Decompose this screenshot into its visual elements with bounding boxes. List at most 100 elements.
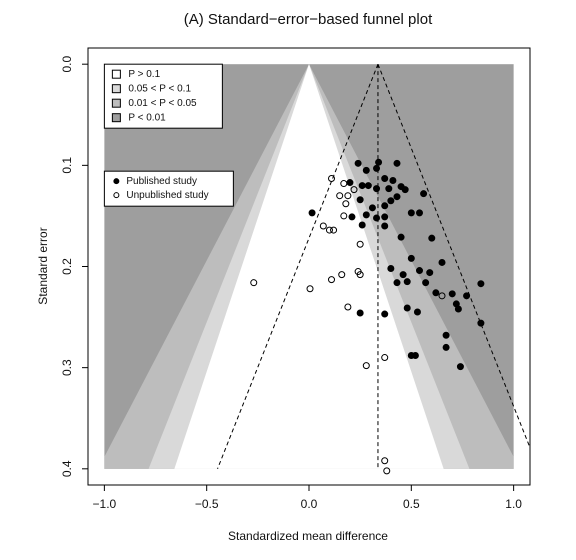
study-point bbox=[330, 226, 338, 234]
study-point bbox=[438, 258, 446, 266]
legend-swatch bbox=[111, 84, 121, 94]
legend-box bbox=[103, 170, 234, 207]
study-point bbox=[354, 159, 362, 167]
study-point bbox=[381, 213, 389, 221]
study-point bbox=[356, 309, 364, 317]
study-point bbox=[426, 269, 434, 277]
study-point bbox=[420, 190, 428, 198]
legend-box bbox=[103, 63, 223, 129]
y-tick-label: 0.4 bbox=[60, 460, 74, 477]
study-point bbox=[381, 310, 389, 318]
study-point bbox=[356, 240, 364, 248]
legend-label: Unpublished study bbox=[126, 190, 208, 201]
contour-region bbox=[174, 64, 444, 469]
study-point bbox=[328, 276, 336, 284]
study-point bbox=[403, 304, 411, 312]
ci-line bbox=[217, 64, 379, 469]
study-point bbox=[381, 222, 389, 230]
study-point bbox=[477, 280, 485, 288]
study-point bbox=[442, 343, 450, 351]
study-point bbox=[454, 305, 462, 313]
legend-swatch bbox=[111, 69, 121, 79]
study-point bbox=[381, 457, 389, 465]
study-point bbox=[346, 179, 354, 187]
y-tick-label: 0.0 bbox=[60, 56, 74, 73]
study-point bbox=[428, 234, 436, 242]
x-tick-label: 0.0 bbox=[301, 497, 318, 511]
study-point bbox=[383, 467, 391, 475]
legend-swatch bbox=[111, 98, 121, 108]
study-point bbox=[358, 221, 366, 229]
study-point bbox=[416, 209, 423, 217]
study-point bbox=[393, 193, 401, 201]
study-point bbox=[328, 174, 336, 182]
study-point bbox=[375, 158, 383, 166]
study-point bbox=[407, 209, 415, 217]
study-point bbox=[362, 362, 370, 370]
study-point bbox=[385, 185, 393, 193]
study-point bbox=[342, 200, 350, 208]
legend-marker bbox=[113, 178, 120, 185]
ci-line bbox=[377, 64, 530, 450]
study-point bbox=[463, 292, 471, 300]
study-point bbox=[340, 212, 348, 220]
x-axis-label: Standardized mean difference bbox=[228, 529, 388, 543]
study-point bbox=[356, 196, 364, 204]
study-point bbox=[340, 180, 348, 188]
study-point bbox=[401, 186, 409, 194]
legend: P > 0.1 0.05 < P < 0.1 0.01 < P < 0.05 P < … bbox=[103, 63, 234, 207]
study-point bbox=[306, 285, 314, 293]
y-tick-label: 0.2 bbox=[60, 258, 74, 275]
legend-label: Published study bbox=[126, 176, 197, 187]
study-point bbox=[399, 271, 407, 279]
points bbox=[250, 158, 485, 475]
legend-label: P < 0.01 bbox=[128, 112, 166, 123]
shade-clip bbox=[104, 64, 514, 469]
study-point bbox=[364, 182, 372, 190]
study-point bbox=[373, 214, 381, 222]
study-point bbox=[448, 290, 456, 298]
study-point bbox=[319, 222, 327, 230]
x-tick-label: 1.0 bbox=[505, 497, 522, 511]
study-point bbox=[416, 267, 423, 275]
study-point bbox=[387, 265, 395, 273]
study-point bbox=[358, 182, 366, 190]
study-point bbox=[407, 254, 415, 262]
y-axis-label: Standard error bbox=[36, 227, 50, 304]
study-point bbox=[344, 192, 352, 200]
study-point bbox=[387, 197, 395, 205]
reference-lines bbox=[217, 64, 530, 469]
study-point bbox=[368, 204, 376, 212]
study-point bbox=[411, 352, 419, 360]
study-point bbox=[438, 292, 446, 300]
study-point bbox=[381, 174, 389, 182]
study-point bbox=[477, 319, 485, 327]
legend-label: 0.01 < P < 0.05 bbox=[128, 98, 197, 109]
study-point bbox=[362, 166, 370, 174]
axes: −1.0 −0.5 0.0 0.5 1.0 0.0 0.1 0.2 0.3 0.4 bbox=[60, 56, 522, 512]
legend-label: 0.05 < P < 0.1 bbox=[128, 83, 191, 94]
study-point bbox=[344, 303, 352, 311]
study-point bbox=[348, 213, 356, 221]
study-point bbox=[456, 363, 464, 371]
x-tick-label: −0.5 bbox=[195, 497, 219, 511]
study-point bbox=[373, 164, 381, 172]
study-point bbox=[325, 226, 333, 234]
study-point bbox=[397, 233, 405, 241]
y-tick-label: 0.1 bbox=[60, 157, 74, 174]
study-point bbox=[442, 331, 450, 339]
chart-title: (A) Standard−error−based funnel plot bbox=[184, 11, 433, 28]
study-point bbox=[393, 279, 401, 287]
study-point bbox=[336, 192, 344, 200]
study-point bbox=[356, 271, 364, 279]
study-point bbox=[422, 279, 430, 287]
study-point bbox=[381, 202, 389, 210]
study-point bbox=[308, 209, 316, 217]
study-point bbox=[362, 211, 370, 219]
study-point bbox=[403, 278, 411, 286]
contour-shading bbox=[104, 64, 514, 469]
study-point bbox=[413, 308, 421, 316]
legend-label: P > 0.1 bbox=[128, 69, 160, 80]
y-tick-label: 0.3 bbox=[60, 359, 74, 376]
